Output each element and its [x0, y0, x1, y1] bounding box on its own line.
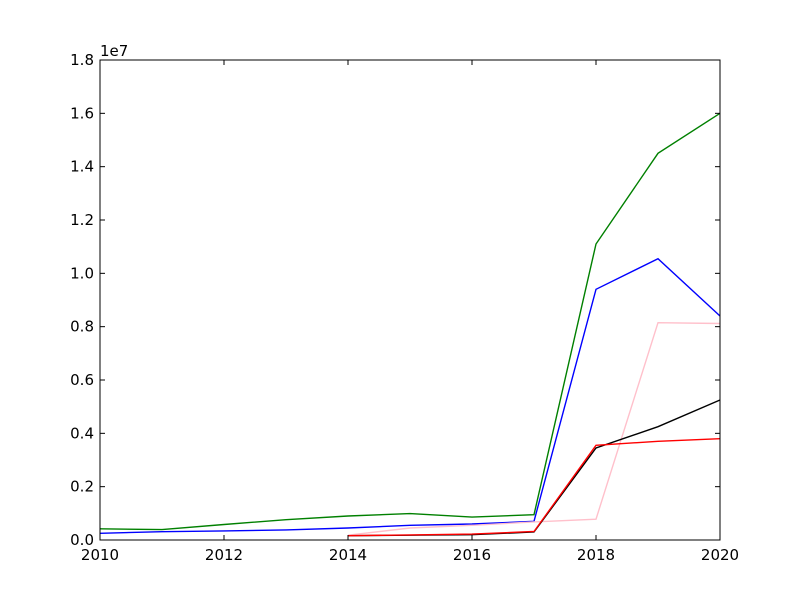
- series-line-5: [347, 438, 721, 537]
- x-tick-label: 2014: [329, 546, 367, 564]
- x-tick-labels: 2010 2012 2014 2016 2018 2020: [81, 546, 739, 564]
- y-tick-label: 0.4: [70, 424, 94, 442]
- y-tick-label: 0.0: [70, 531, 94, 549]
- series-layer: [99, 112, 721, 537]
- x-tick-label: 2020: [701, 546, 739, 564]
- y-tick-label: 0.6: [70, 371, 94, 389]
- y-offset-label: 1e7: [100, 42, 128, 60]
- y-tick-label: 0.2: [70, 478, 94, 496]
- y-tick-label: 1.0: [70, 264, 94, 282]
- series-line-1: [99, 112, 721, 531]
- y-tick-label: 0.8: [70, 318, 94, 336]
- x-tick-label: 2012: [205, 546, 243, 564]
- y-tick-label: 1.8: [70, 51, 94, 69]
- series-line-3: [347, 321, 721, 536]
- y-tick-label: 1.2: [70, 211, 94, 229]
- series-line-2: [99, 257, 721, 534]
- tick-marks: [99, 59, 721, 541]
- plot-frame: [99, 59, 721, 541]
- y-tick-label: 1.6: [70, 104, 94, 122]
- y-tick-labels: 0.0 0.2 0.4 0.6 0.8 1.0 1.2 1.4 1.6 1.8: [70, 51, 94, 549]
- x-tick-label: 2010: [81, 546, 119, 564]
- x-tick-label: 2016: [453, 546, 491, 564]
- x-tick-label: 2018: [577, 546, 615, 564]
- y-tick-label: 1.4: [70, 158, 94, 176]
